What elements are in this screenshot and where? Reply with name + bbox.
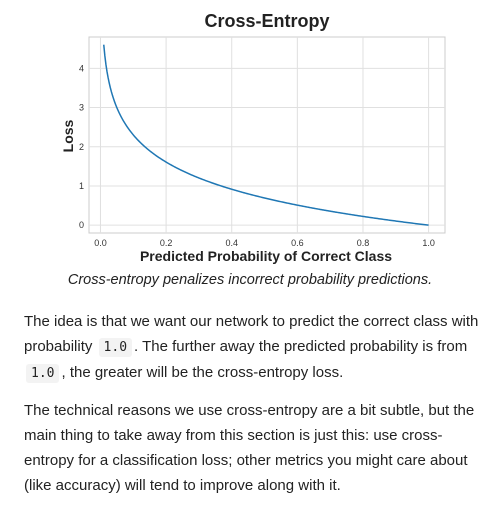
chart-title: Cross-Entropy: [204, 11, 329, 31]
inline-code: 1.0: [98, 338, 133, 357]
tick-labels: 0.0 0.2 0.4 0.6 0.8 1.0 0 1 2 3 4: [79, 63, 435, 248]
x-tick-label: 0.6: [291, 238, 304, 248]
paragraph-technical-reasons: The technical reasons we use cross-entro…: [24, 402, 475, 494]
paragraph-text: The idea is that we want our network to …: [24, 313, 479, 355]
x-tick-label: 0.0: [94, 238, 107, 248]
plot-area: [88, 36, 446, 234]
y-tick-label: 4: [79, 63, 84, 73]
figure-caption: Cross-entropy penalizes incorrect probab…: [67, 272, 433, 288]
cross-entropy-chart: Cross-Entropy 0.0 0.2 0.4 0.6 0.8 1.0 0 1 2 3 4 Pr…: [60, 11, 446, 264]
x-tick-label: 0.2: [160, 238, 173, 248]
cross-entropy-figure: Cross-Entropy 0.0 0.2 0.4 0.6 0.8 1.0 0 1 2 3 4 Pr…: [60, 11, 446, 264]
inline-code: 1.0: [26, 364, 60, 383]
paragraph-text: . The further away the predicted probabi…: [134, 338, 468, 355]
y-tick-label: 3: [79, 103, 84, 113]
grid-lines: [89, 37, 445, 233]
paragraph-idea: The idea is that we want our network to …: [24, 309, 486, 386]
paragraph-text: , the greater will be the cross-entropy …: [61, 364, 344, 381]
y-tick-label: 2: [79, 142, 84, 152]
x-axis-label: Predicted Probability of Correct Class: [140, 248, 392, 264]
x-tick-label: 0.8: [357, 238, 370, 248]
x-tick-label: 1.0: [422, 238, 435, 248]
series-line-loss: [103, 44, 429, 226]
y-tick-label: 1: [79, 181, 84, 191]
x-tick-label: 0.4: [225, 238, 238, 248]
y-axis-label: Loss: [60, 119, 76, 152]
y-tick-label: 0: [79, 220, 84, 230]
